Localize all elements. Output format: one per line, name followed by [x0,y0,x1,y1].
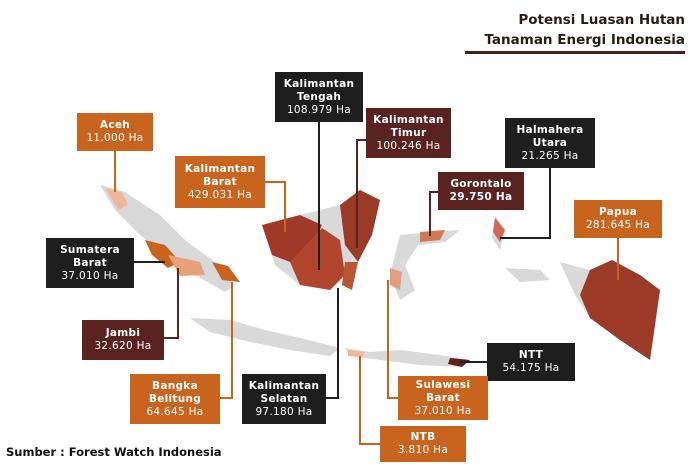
leader [326,288,339,399]
region-value: 29.750 Ha [449,191,513,203]
region-name: Barat [203,175,237,188]
region-value: 429.031 Ha [187,188,253,201]
region-name: Sulawesi [415,378,471,391]
maluku [505,268,550,282]
region-name: Jambi [105,327,141,339]
region-name: NTT [518,349,544,361]
region-name: Gorontalo [450,178,512,190]
leader [500,168,551,239]
region-label: NTT 54.175 Ha [487,343,575,381]
region-name: Selatan [260,392,308,405]
region-label: Bangka Belitung 64.645 Ha [130,374,220,424]
region-label: Aceh 11.000 Ha [77,113,153,151]
region-label: Kalimantan Barat 429.031 Ha [175,156,265,208]
region-value: 37.010 Ha [414,404,472,417]
region-name: Kalimantan [283,77,355,90]
region-name: Aceh [99,119,131,131]
region-value: 100.246 Ha [376,139,441,152]
region-label: Papua 281.645 Ha [574,200,662,238]
leader [356,139,366,248]
leader [164,268,179,339]
title-line: Tanaman Energi Indonesia [484,32,685,48]
region-name: Kalimantan [184,162,256,175]
region-label: Kalimantan Tengah 108.979 Ha [275,72,363,122]
region-label: NTB 3.810 Ha [380,426,466,462]
region-value: 64.645 Ha [146,405,204,418]
region-value: 108.979 Ha [286,103,352,116]
region-name: Kalimantan [373,113,444,126]
leader-lines [114,122,619,445]
ntb [348,350,365,357]
sumatera-barat [145,240,180,268]
ntt [448,358,470,367]
java [190,318,340,356]
region-name: Timur [390,126,427,139]
region-label: Gorontalo 29.750 Ha [438,172,524,210]
papua [580,260,660,360]
aceh [105,188,128,210]
region-value: 21.265 Ha [521,149,579,162]
sulawesi [390,230,460,300]
region-label: Jambi 32.620 Ha [82,320,164,360]
bangka-belitung [212,262,240,282]
region-name: Bangka [152,379,198,392]
region-label: Sumatera Barat 37.010 Ha [46,238,134,288]
halmahera-utara [493,218,505,242]
region-value: 3.810 Ha [397,444,449,456]
title: Potensi Luasan Hutan Tanaman Energi Indo… [484,10,685,50]
region-name: NTB [410,431,436,443]
gorontalo [420,230,445,242]
title-rule [465,51,685,54]
leader [387,280,398,399]
leader [429,191,438,236]
kalimantan-timur [340,190,380,262]
region-name: Halmahera [516,123,584,136]
region-value: 11.000 Ha [86,132,144,144]
region-label: Kalimantan Selatan 97.180 Ha [242,374,326,424]
kalimantan-selatan [342,262,358,290]
region-value: 32.620 Ha [94,340,152,352]
source: Sumber : Forest Watch Indonesia [6,445,222,459]
leader [359,356,380,445]
region-value: 97.180 Ha [255,405,313,418]
region-name: Barat [426,391,460,404]
region-value: 54.175 Ha [502,362,560,374]
region-label: Sulawesi Barat 37.010 Ha [398,376,488,420]
nusa-tenggara [345,348,470,367]
region-name: Papua [598,206,638,218]
region-name: Belitung [148,392,202,405]
region-name: Barat [73,256,107,269]
region-value: 281.645 Ha [585,219,651,231]
kalimantan-tengah [290,228,345,290]
region-value: 37.010 Ha [61,269,119,282]
leader [220,282,233,399]
title-line: Potensi Luasan Hutan [518,12,685,28]
region-name: Utara [532,136,568,149]
region-name: Sumatera [60,243,120,256]
sulawesi-barat [390,268,402,290]
region-name: Kalimantan [248,379,320,392]
region-label: Kalimantan Timur 100.246 Ha [366,108,451,158]
leader [265,181,286,232]
region-name: Tengah [296,90,342,103]
region-label: Halmahera Utara 21.265 Ha [505,118,595,168]
